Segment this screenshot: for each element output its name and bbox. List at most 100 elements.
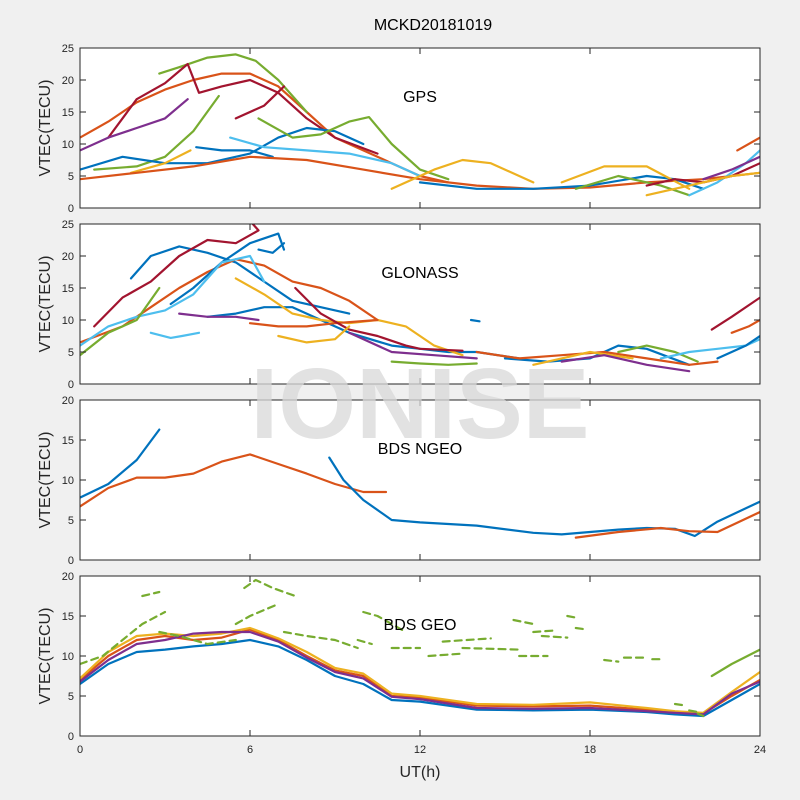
series-line-bds-geo-6 xyxy=(158,630,237,646)
y-tick-label: 5 xyxy=(68,515,74,527)
x-tick-label: 12 xyxy=(414,744,426,756)
series-line-bds-geo-9 xyxy=(282,630,359,650)
series-line-glonass-11 xyxy=(294,286,464,352)
series-line-bds-geo-13 xyxy=(427,652,464,658)
series-line-bds-geo-22 xyxy=(603,658,620,663)
y-tick-label: 5 xyxy=(68,171,74,183)
y-tick-label: 10 xyxy=(62,475,74,487)
y-tick-label: 15 xyxy=(62,435,74,447)
y-tick-label: 5 xyxy=(68,347,74,359)
panel-label-bds-ngeo: BDS NGEO xyxy=(378,441,462,458)
series-line-glonass-7 xyxy=(80,286,161,357)
y-axis-label-bds-geo: VTEC(TECU) xyxy=(37,608,54,705)
panel-glonass: 0 5 10 15 20 25 VTEC(TECU) GLONASS xyxy=(37,219,761,391)
series-line-gps-15 xyxy=(574,174,691,197)
series-line-gps-16 xyxy=(688,149,760,197)
y-tick-label: 15 xyxy=(62,283,74,295)
series-line-bds-geo-28 xyxy=(710,648,760,678)
figure-title: MCKD20181019 xyxy=(374,17,492,34)
panels-group: 0 5 10 15 20 25 VTEC(TECU) GPS 0 5 10 15 20 25 VTEC(TE… xyxy=(37,43,766,756)
panel-label-bds-geo: BDS GEO xyxy=(384,617,457,634)
panel-bds-ngeo: 0 5 10 15 20 VTEC(TECU) BDS NGEO xyxy=(37,395,761,567)
series-line-bds-geo-14 xyxy=(441,637,492,643)
series-line-bds-geo-20 xyxy=(566,614,577,619)
series-line-gps-14 xyxy=(560,165,691,190)
series-line-glonass-17 xyxy=(475,350,719,366)
series-line-glonass-23 xyxy=(710,296,760,331)
series-line-gps-7 xyxy=(229,136,422,178)
x-axis-label: UT(h) xyxy=(400,764,441,781)
plot-area-bds-ngeo xyxy=(80,400,760,560)
series-group-bds-geo xyxy=(80,578,760,718)
series-group-gps xyxy=(80,53,760,197)
y-tick-label: 0 xyxy=(68,731,74,743)
series-line-gps-2 xyxy=(107,62,379,155)
series-line-bds-ngeo-3 xyxy=(574,510,760,539)
series-line-glonass-4 xyxy=(257,242,286,254)
series-line-bds-geo-3 xyxy=(80,630,760,716)
panel-label-gps: GPS xyxy=(403,89,437,106)
y-tick-label: 25 xyxy=(62,43,74,55)
y-tick-label: 5 xyxy=(68,691,74,703)
y-tick-label: 0 xyxy=(68,555,74,567)
series-line-gps-8 xyxy=(195,146,274,158)
y-axis-label-bds-ngeo: VTEC(TECU) xyxy=(37,432,54,529)
series-line-bds-geo-26 xyxy=(688,709,699,714)
series-line-bds-geo-15 xyxy=(461,646,521,651)
series-line-bds-geo-25 xyxy=(673,702,688,707)
series-line-glonass-3 xyxy=(169,232,286,306)
series-line-gps-5 xyxy=(80,126,365,171)
panel-label-glonass: GLONASS xyxy=(381,265,458,282)
watermark: IONISE xyxy=(251,348,590,460)
series-line-bds-geo-4 xyxy=(80,610,167,666)
series-line-bds-geo-18 xyxy=(532,629,558,634)
series-line-glonass-5 xyxy=(80,254,266,347)
series-line-glonass-22 xyxy=(716,334,760,360)
series-line-bds-geo-5 xyxy=(141,590,161,598)
y-tick-label: 10 xyxy=(62,139,74,151)
panel-gps: 0 5 10 15 20 25 VTEC(TECU) GPS xyxy=(37,43,761,215)
series-line-gps-18 xyxy=(702,155,760,181)
series-line-bds-geo-0 xyxy=(80,638,760,718)
series-line-glonass-13 xyxy=(178,312,260,322)
y-tick-label: 0 xyxy=(68,203,74,215)
y-tick-label: 15 xyxy=(62,107,74,119)
x-tick-label: 24 xyxy=(754,744,766,756)
series-line-glonass-10 xyxy=(248,318,379,328)
y-axis-label-gps: VTEC(TECU) xyxy=(37,80,54,177)
series-line-gps-3 xyxy=(80,98,189,152)
series-line-glonass-1 xyxy=(93,224,260,328)
y-tick-label: 10 xyxy=(62,315,74,327)
series-line-gps-10 xyxy=(234,85,286,120)
series-line-glonass-25 xyxy=(390,360,478,366)
series-line-glonass-6 xyxy=(149,331,201,339)
series-line-gps-1 xyxy=(158,53,308,114)
y-tick-label: 10 xyxy=(62,651,74,663)
series-line-glonass-20 xyxy=(617,344,699,363)
series-line-gps-6 xyxy=(257,116,450,181)
y-tick-label: 20 xyxy=(62,571,74,583)
y-axis-label-glonass: VTEC(TECU) xyxy=(37,256,54,353)
series-line-gps-4 xyxy=(93,94,220,171)
series-line-bds-geo-7 xyxy=(234,602,280,626)
series-line-bds-geo-17 xyxy=(512,618,535,626)
series-line-glonass-12 xyxy=(277,325,351,344)
series-line-glonass-15 xyxy=(469,318,481,323)
y-tick-label: 20 xyxy=(62,75,74,87)
y-tick-label: 25 xyxy=(62,219,74,231)
series-line-glonass-18 xyxy=(532,350,634,366)
panel-bds-geo: 0 5 10 15 20 0 6 12 18 24 VTEC(TECU) BDS GEO xyxy=(37,571,766,756)
y-tick-label: 0 xyxy=(68,379,74,391)
series-line-glonass-19 xyxy=(560,354,691,373)
series-line-glonass-14 xyxy=(348,331,478,360)
series-line-bds-ngeo-1 xyxy=(80,453,388,508)
series-line-bds-geo-21 xyxy=(574,626,589,631)
y-tick-label: 20 xyxy=(62,251,74,263)
series-line-bds-geo-10 xyxy=(356,638,373,646)
series-line-gps-9 xyxy=(129,149,192,174)
x-tick-label: 0 xyxy=(77,744,83,756)
series-group-glonass xyxy=(80,224,760,373)
series-group-bds-ngeo xyxy=(80,428,760,539)
x-tick-label: 18 xyxy=(584,744,596,756)
series-line-gps-17 xyxy=(736,136,760,152)
